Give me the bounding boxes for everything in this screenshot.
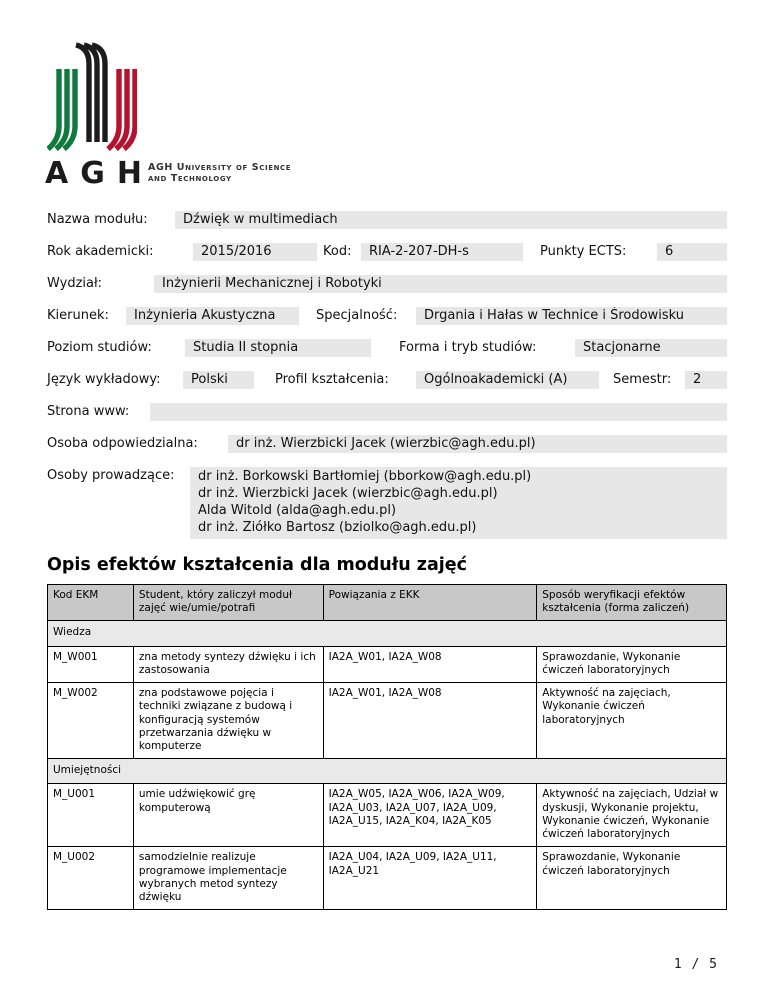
university-name-line1: AGH University of Science [148, 162, 292, 173]
osoby-prowadzace-label: Osoby prowadzące: [47, 468, 175, 483]
poziom-studiow-value: Studia II stopnia [185, 339, 371, 357]
wydzial-label: Wydział: [47, 276, 103, 291]
cell-kod: M_W001 [47, 645, 134, 684]
cell-powiazania: IA2A_U04, IA2A_U09, IA2A_U11, IA2A_U21 [322, 846, 538, 911]
row-rok-kod-ects: Rok akademicki: 2015/2016 Kod: RIA-2-207… [47, 243, 727, 261]
table-row-mw002: M_W002 zna podstawowe pojęcia i techniki… [47, 682, 727, 760]
agh-university-name: AGH University of Science and Technology [148, 162, 291, 184]
table-row-mw001: M_W001 zna metody syntezy dźwięku i ich … [47, 645, 727, 684]
cell-powiazania: IA2A_W05, IA2A_W06, IA2A_W09, IA2A_U03, … [322, 783, 538, 848]
effects-table: Kod EKM Student, który zaliczył moduł za… [47, 583, 727, 911]
section-row-umiejetnosci: Umiejętności [47, 758, 727, 785]
cell-weryfikacja: Sprawozdanie, Wykonanie ćwiczeń laborato… [536, 645, 727, 684]
effects-heading: Opis efektów kształcenia dla modułu zaję… [47, 555, 468, 575]
row-strona-www: Strona www: [47, 403, 727, 421]
jezyk-wykladowy-label: Język wykładowy: [47, 372, 161, 387]
kierunek-label: Kierunek: [47, 308, 109, 323]
cell-powiazania: IA2A_W01, IA2A_W08 [322, 645, 538, 684]
section-row-wiedza: Wiedza [47, 620, 727, 647]
cell-kod: M_U001 [47, 783, 134, 848]
cell-opis: umie udźwiękowić grę komputerową [132, 783, 324, 848]
table-row-mu002: M_U002 samodzielnie realizuje programowe… [47, 846, 727, 911]
cell-opis: zna metody syntezy dźwięku i ich zastoso… [132, 645, 324, 684]
forma-tryb-label: Forma i tryb studiów: [399, 340, 537, 355]
module-form: Nazwa modułu: Dźwięk w multimediach Rok … [47, 211, 727, 911]
prowadzacy-4: dr inż. Ziółko Bartosz (bziolko@agh.edu.… [198, 520, 477, 535]
punkty-ects-value: 6 [657, 243, 727, 261]
cell-weryfikacja: Aktywność na zajęciach, Wykonanie ćwicze… [536, 682, 727, 760]
cell-opis: zna podstawowe pojęcia i techniki związa… [132, 682, 324, 760]
punkty-ects-label: Punkty ECTS: [540, 244, 627, 259]
row-poziom-forma: Poziom studiów: Studia II stopnia Forma … [47, 339, 727, 357]
row-nazwa-modulu: Nazwa modułu: Dźwięk w multimediach [47, 211, 727, 229]
jezyk-wykladowy-value: Polski [183, 371, 254, 389]
effects-table-header-row: Kod EKM Student, który zaliczył moduł za… [47, 583, 727, 622]
page-number: 1 / 5 [673, 957, 718, 972]
specjalnosc-value: Drgania i Hałas w Technice i Środowisku [416, 307, 727, 325]
osoba-odpowiedzialna-label: Osoba odpowiedzialna: [47, 436, 198, 451]
strona-www-value [150, 403, 727, 421]
kod-label: Kod: [323, 244, 352, 259]
row-osoby-prowadzace: Osoby prowadzące: dr inż. Borkowski Bart… [47, 467, 727, 539]
forma-tryb-value: Stacjonarne [575, 339, 727, 357]
row-osoba-odpowiedzialna: Osoba odpowiedzialna: dr inż. Wierzbicki… [47, 435, 727, 453]
university-name-line2: and Technology [148, 173, 232, 184]
section-label: Umiejętności [47, 758, 727, 785]
cell-opis: samodzielnie realizuje programowe implem… [132, 846, 324, 911]
wydzial-value: Inżynierii Mechanicznej i Robotyki [154, 275, 727, 293]
rok-akademicki-label: Rok akademicki: [47, 244, 154, 259]
cell-powiazania: IA2A_W01, IA2A_W08 [322, 682, 538, 760]
row-jezyk-profil-semestr: Język wykładowy: Polski Profil kształcen… [47, 371, 727, 389]
nazwa-modulu-value: Dźwięk w multimediach [175, 211, 727, 229]
agh-wordmark: AGH [45, 156, 154, 191]
nazwa-modulu-label: Nazwa modułu: [47, 212, 148, 227]
row-wydzial: Wydział: Inżynierii Mechanicznej i Robot… [47, 275, 727, 293]
table-row-mu001: M_U001 umie udźwiękowić grę komputerową … [47, 783, 727, 848]
prowadzacy-2: dr inż. Wierzbicki Jacek (wierzbic@agh.e… [198, 486, 498, 501]
header-student: Student, który zaliczył moduł zajęć wie/… [132, 583, 324, 622]
semestr-label: Semestr: [613, 372, 672, 387]
cell-weryfikacja: Sprawozdanie, Wykonanie ćwiczeń laborato… [536, 846, 727, 911]
strona-www-label: Strona www: [47, 404, 130, 419]
osoby-prowadzace-value: dr inż. Borkowski Bartłomiej (bborkow@ag… [190, 467, 727, 539]
specjalnosc-label: Specjalność: [316, 308, 398, 323]
osoba-odpowiedzialna-value: dr inż. Wierzbicki Jacek (wierzbic@agh.e… [228, 435, 727, 453]
poziom-studiow-label: Poziom studiów: [47, 340, 152, 355]
cell-kod: M_U002 [47, 846, 134, 911]
header-weryfikacja: Sposób weryfikacji efektów kształcenia (… [536, 583, 727, 622]
section-label: Wiedza [47, 620, 727, 647]
semestr-value: 2 [685, 371, 727, 389]
row-kierunek-specjalnosc: Kierunek: Inżynieria Akustyczna Specjaln… [47, 307, 727, 325]
profil-ksztalcenia-value: Ogólnoakademicki (A) [416, 371, 599, 389]
prowadzacy-1: dr inż. Borkowski Bartłomiej (bborkow@ag… [198, 469, 532, 484]
cell-weryfikacja: Aktywność na zajęciach, Udział w dyskusj… [536, 783, 727, 848]
cell-kod: M_W002 [47, 682, 134, 760]
kierunek-value: Inżynieria Akustyczna [126, 307, 299, 325]
agh-logo-icon [47, 42, 137, 152]
kod-value: RIA-2-207-DH-s [361, 243, 523, 261]
header-powiazania: Powiązania z EKK [322, 583, 538, 622]
prowadzacy-3: Alda Witold (alda@agh.edu.pl) [198, 503, 397, 518]
header-kod-ekm: Kod EKM [47, 583, 134, 622]
profil-ksztalcenia-label: Profil kształcenia: [275, 372, 389, 387]
rok-akademicki-value: 2015/2016 [193, 243, 317, 261]
